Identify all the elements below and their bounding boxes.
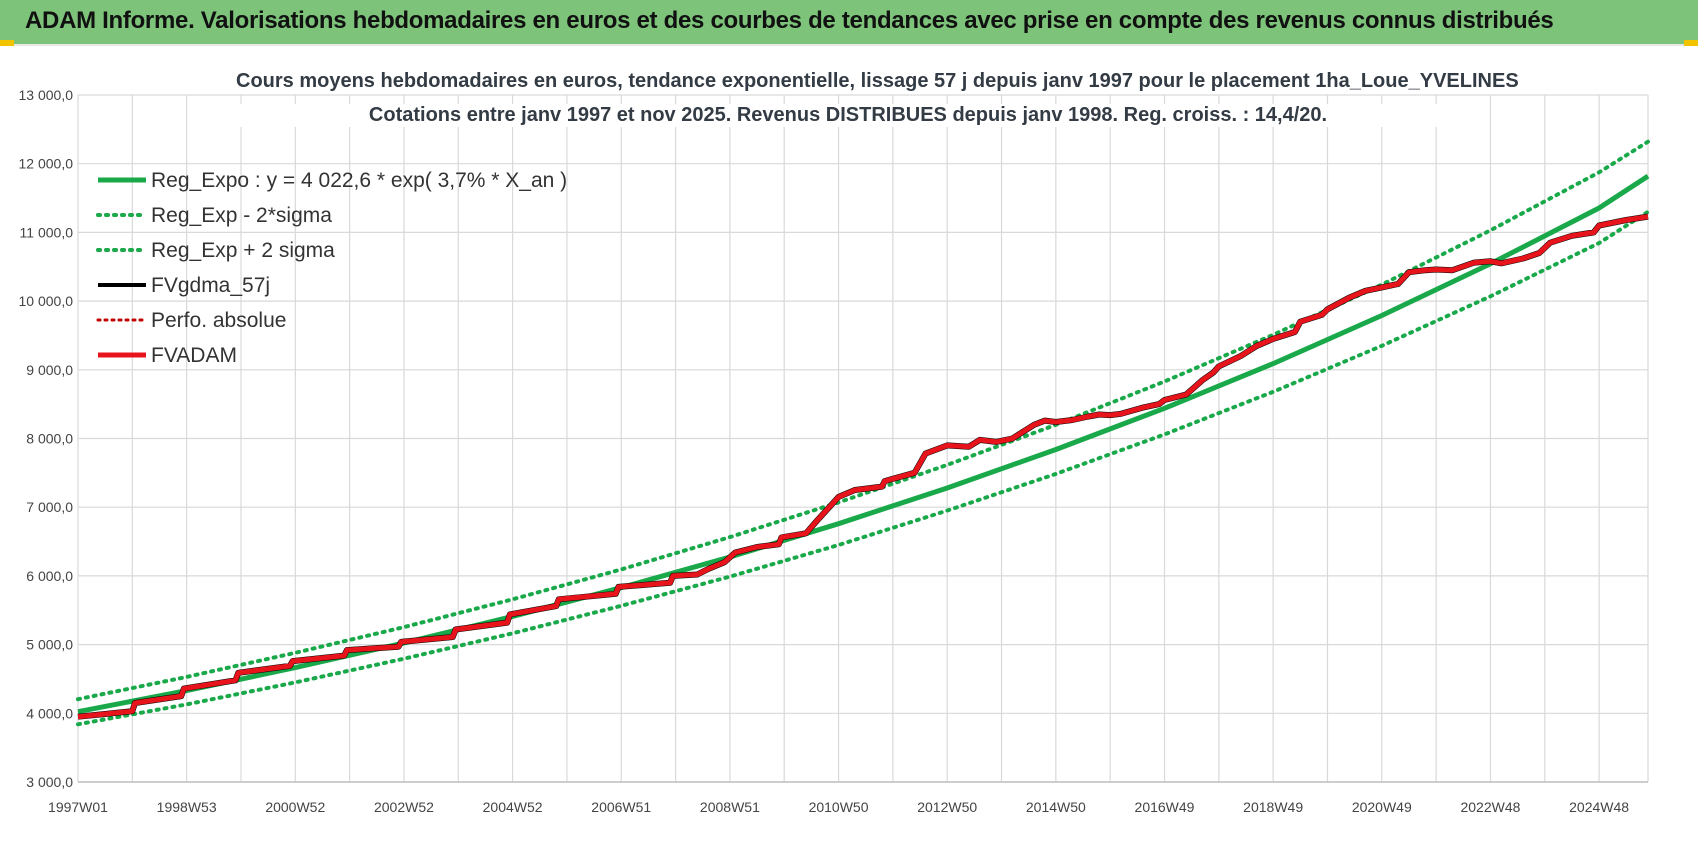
legend-label: FVgdma_57j: [151, 274, 270, 297]
y-tick-label: 12 000,0: [19, 156, 74, 172]
x-tick-label: 2010W50: [809, 799, 869, 815]
x-tick-label: 2014W50: [1026, 799, 1086, 815]
y-tick-label: 7 000,0: [26, 499, 73, 515]
legend-label: FVADAM: [151, 344, 237, 367]
legend-item-reg_plus: Reg_Exp + 2 sigma: [96, 239, 335, 262]
report-title: ADAM Informe. Valorisations hebdomadaire…: [25, 7, 1554, 34]
legend: Reg_Expo : y = 4 022,6 * exp( 3,7% * X_a…: [96, 169, 567, 367]
x-tick-label: 1997W01: [48, 799, 108, 815]
x-tick-label: 2002W52: [374, 799, 434, 815]
series-reg-minus-2sigma: [76, 209, 1650, 727]
y-tick-label: 4 000,0: [26, 705, 73, 721]
y-axis-ticks: 3 000,0 4 000,0 5 000,0 6 000,0 7 000,0 8 000…: [19, 87, 74, 790]
legend-label: Reg_Exp - 2*sigma: [151, 204, 332, 227]
corner-marker-left: [0, 40, 14, 46]
legend-item-fvgdma: FVgdma_57j: [98, 274, 270, 297]
series-layer: [76, 139, 1650, 727]
x-tick-label: 2008W51: [700, 799, 760, 815]
x-axis-ticks: 1997W01 1998W53 2000W52 2002W52 2004W52 2006W…: [48, 799, 1629, 815]
x-tick-label: 2024W48: [1569, 799, 1629, 815]
x-tick-label: 2018W49: [1243, 799, 1303, 815]
legend-item-reg_expo: Reg_Expo : y = 4 022,6 * exp( 3,7% * X_a…: [98, 169, 567, 192]
legend-label: Reg_Exp + 2 sigma: [151, 239, 335, 262]
x-tick-label: 1998W53: [157, 799, 217, 815]
x-tick-label: 2004W52: [483, 799, 543, 815]
y-tick-label: 10 000,0: [19, 293, 74, 309]
legend-label: Reg_Expo : y = 4 022,6 * exp( 3,7% * X_a…: [151, 169, 567, 192]
legend-item-perfo: Perfo. absolue: [96, 309, 286, 332]
y-tick-label: 11 000,0: [20, 224, 74, 240]
x-tick-label: 2020W49: [1352, 799, 1412, 815]
x-tick-label: 2000W52: [265, 799, 325, 815]
x-tick-label: 2022W48: [1460, 799, 1520, 815]
series-fvgdma: [77, 213, 1649, 720]
chart-subtitle: Cotations entre janv 1997 et nov 2025. R…: [236, 104, 1460, 127]
x-tick-label: 2016W49: [1135, 799, 1195, 815]
legend-item-fvadam: FVADAM: [98, 344, 237, 367]
y-tick-label: 9 000,0: [26, 362, 73, 378]
series-reg-expo: [77, 174, 1650, 715]
y-tick-label: 6 000,0: [26, 568, 73, 584]
header-banner: ADAM Informe. Valorisations hebdomadaire…: [0, 0, 1698, 46]
legend-label: Perfo. absolue: [151, 309, 286, 332]
y-tick-label: 8 000,0: [26, 431, 73, 447]
corner-marker-right: [1684, 40, 1698, 46]
series-reg-plus-2sigma: [76, 139, 1650, 702]
x-tick-label: 2012W50: [917, 799, 977, 815]
y-tick-label: 13 000,0: [19, 87, 74, 103]
chart-title: Cours moyens hebdomadaires en euros, ten…: [236, 70, 1519, 93]
series-fvadam: [77, 214, 1649, 720]
x-tick-label: 2006W51: [591, 799, 651, 815]
legend-item-reg_minus: Reg_Exp - 2*sigma: [96, 204, 332, 227]
y-tick-label: 3 000,0: [26, 774, 73, 790]
y-tick-label: 5 000,0: [26, 637, 73, 653]
